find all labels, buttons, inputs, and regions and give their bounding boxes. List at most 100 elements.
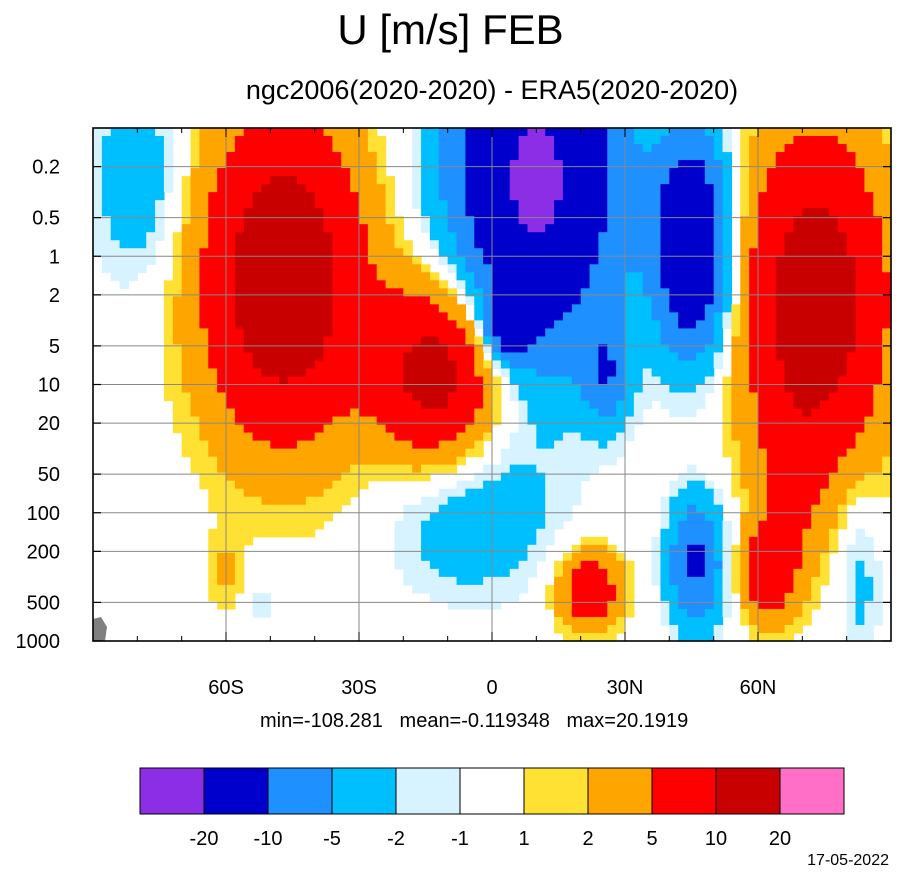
heatmap-cell [625, 128, 635, 137]
heatmap-cell [802, 424, 812, 434]
heatmap-cell [288, 344, 298, 354]
heatmap-cell [172, 248, 183, 257]
heatmap-cell [828, 192, 839, 201]
heatmap-cell [314, 488, 325, 498]
heatmap-cell [882, 216, 892, 225]
heatmap-cell [101, 208, 112, 217]
heatmap-cell [181, 256, 192, 265]
heatmap-cell [855, 280, 865, 289]
heatmap-cell [350, 344, 360, 354]
heatmap-cell [793, 576, 803, 586]
heatmap-cell [305, 504, 316, 514]
heatmap-cell [110, 176, 121, 185]
heatmap-cell [190, 464, 200, 474]
heatmap-cell [704, 624, 715, 634]
heatmap-cell [802, 152, 812, 161]
heatmap-cell [208, 256, 218, 265]
heatmap-cell [394, 360, 404, 370]
heatmap-cell [412, 440, 422, 450]
heatmap-cell [571, 456, 582, 466]
heatmap-cell [749, 272, 759, 281]
heatmap-cell [93, 176, 103, 185]
heatmap-cell [811, 576, 821, 586]
heatmap-cell [394, 520, 404, 530]
heatmap-cell [793, 144, 803, 153]
heatmap-cell [483, 216, 493, 225]
heatmap-cell [217, 504, 227, 514]
heatmap-cell [492, 528, 502, 538]
heatmap-cell [784, 360, 795, 370]
heatmap-cell [350, 216, 360, 225]
heatmap-cell [288, 216, 298, 225]
heatmap-cell [341, 368, 351, 378]
heatmap-cell [802, 520, 812, 530]
heatmap-cell [864, 480, 874, 490]
heatmap-cell [119, 208, 130, 217]
heatmap-cell [536, 272, 546, 281]
heatmap-cell [412, 512, 422, 522]
heatmap-cell [562, 208, 573, 217]
heatmap-cell [137, 136, 147, 145]
heatmap-cell [438, 512, 449, 522]
heatmap-cell [359, 344, 369, 354]
heatmap-cell [270, 472, 280, 482]
heatmap-cell [403, 344, 413, 354]
heatmap-cell [802, 472, 812, 482]
heatmap-cell [571, 248, 582, 257]
heatmap-cell [873, 424, 883, 434]
heatmap-cell [341, 416, 351, 426]
heatmap-cell [855, 136, 865, 145]
heatmap-cell [465, 376, 475, 386]
heatmap-cell [217, 144, 227, 153]
heatmap-cell [403, 256, 413, 265]
heatmap-cell [571, 376, 582, 386]
heatmap-cell [341, 480, 351, 490]
heatmap-cell [598, 344, 608, 354]
heatmap-cell [243, 144, 254, 153]
heatmap-cell [837, 416, 848, 426]
heatmap-cell [713, 168, 724, 177]
heatmap-cell [642, 296, 653, 305]
heatmap-cell [137, 184, 147, 193]
heatmap-cell [580, 616, 591, 626]
heatmap-cell [775, 376, 786, 386]
heatmap-cell [421, 472, 431, 482]
heatmap-cell [217, 312, 227, 321]
heatmap-cell [226, 360, 236, 370]
heatmap-cell [367, 152, 378, 161]
heatmap-cell [545, 176, 555, 185]
heatmap-cell [217, 600, 227, 610]
heatmap-cell [500, 248, 511, 257]
heatmap-cell [208, 176, 218, 185]
heatmap-cell [518, 544, 529, 554]
heatmap-cell [722, 312, 732, 321]
heatmap-cell [740, 336, 750, 346]
heatmap-cell [855, 232, 865, 241]
heatmap-cell [882, 368, 892, 378]
heatmap-cell [775, 176, 786, 185]
heatmap-cell [429, 576, 440, 586]
heatmap-cell [385, 440, 396, 450]
heatmap-cell [882, 384, 892, 394]
heatmap-cell [704, 368, 715, 378]
heatmap-cell [749, 440, 759, 450]
heatmap-cell [589, 408, 599, 418]
heatmap-cell [314, 384, 325, 394]
heatmap-cell [580, 168, 591, 177]
heatmap-cell [474, 552, 484, 562]
heatmap-cell [625, 136, 635, 145]
heatmap-cell [678, 344, 688, 354]
heatmap-cell [518, 344, 529, 354]
heatmap-cell [607, 368, 617, 378]
heatmap-cell [412, 256, 422, 265]
heatmap-cell [403, 248, 413, 257]
heatmap-cell [704, 328, 715, 338]
heatmap-cell [305, 304, 316, 313]
heatmap-cell [483, 336, 493, 346]
heatmap-cell [199, 224, 209, 233]
heatmap-cell [607, 320, 617, 329]
heatmap-cell [509, 448, 520, 458]
heatmap-cell [403, 304, 413, 313]
heatmap-cell [784, 128, 795, 137]
heatmap-cell [527, 312, 537, 321]
